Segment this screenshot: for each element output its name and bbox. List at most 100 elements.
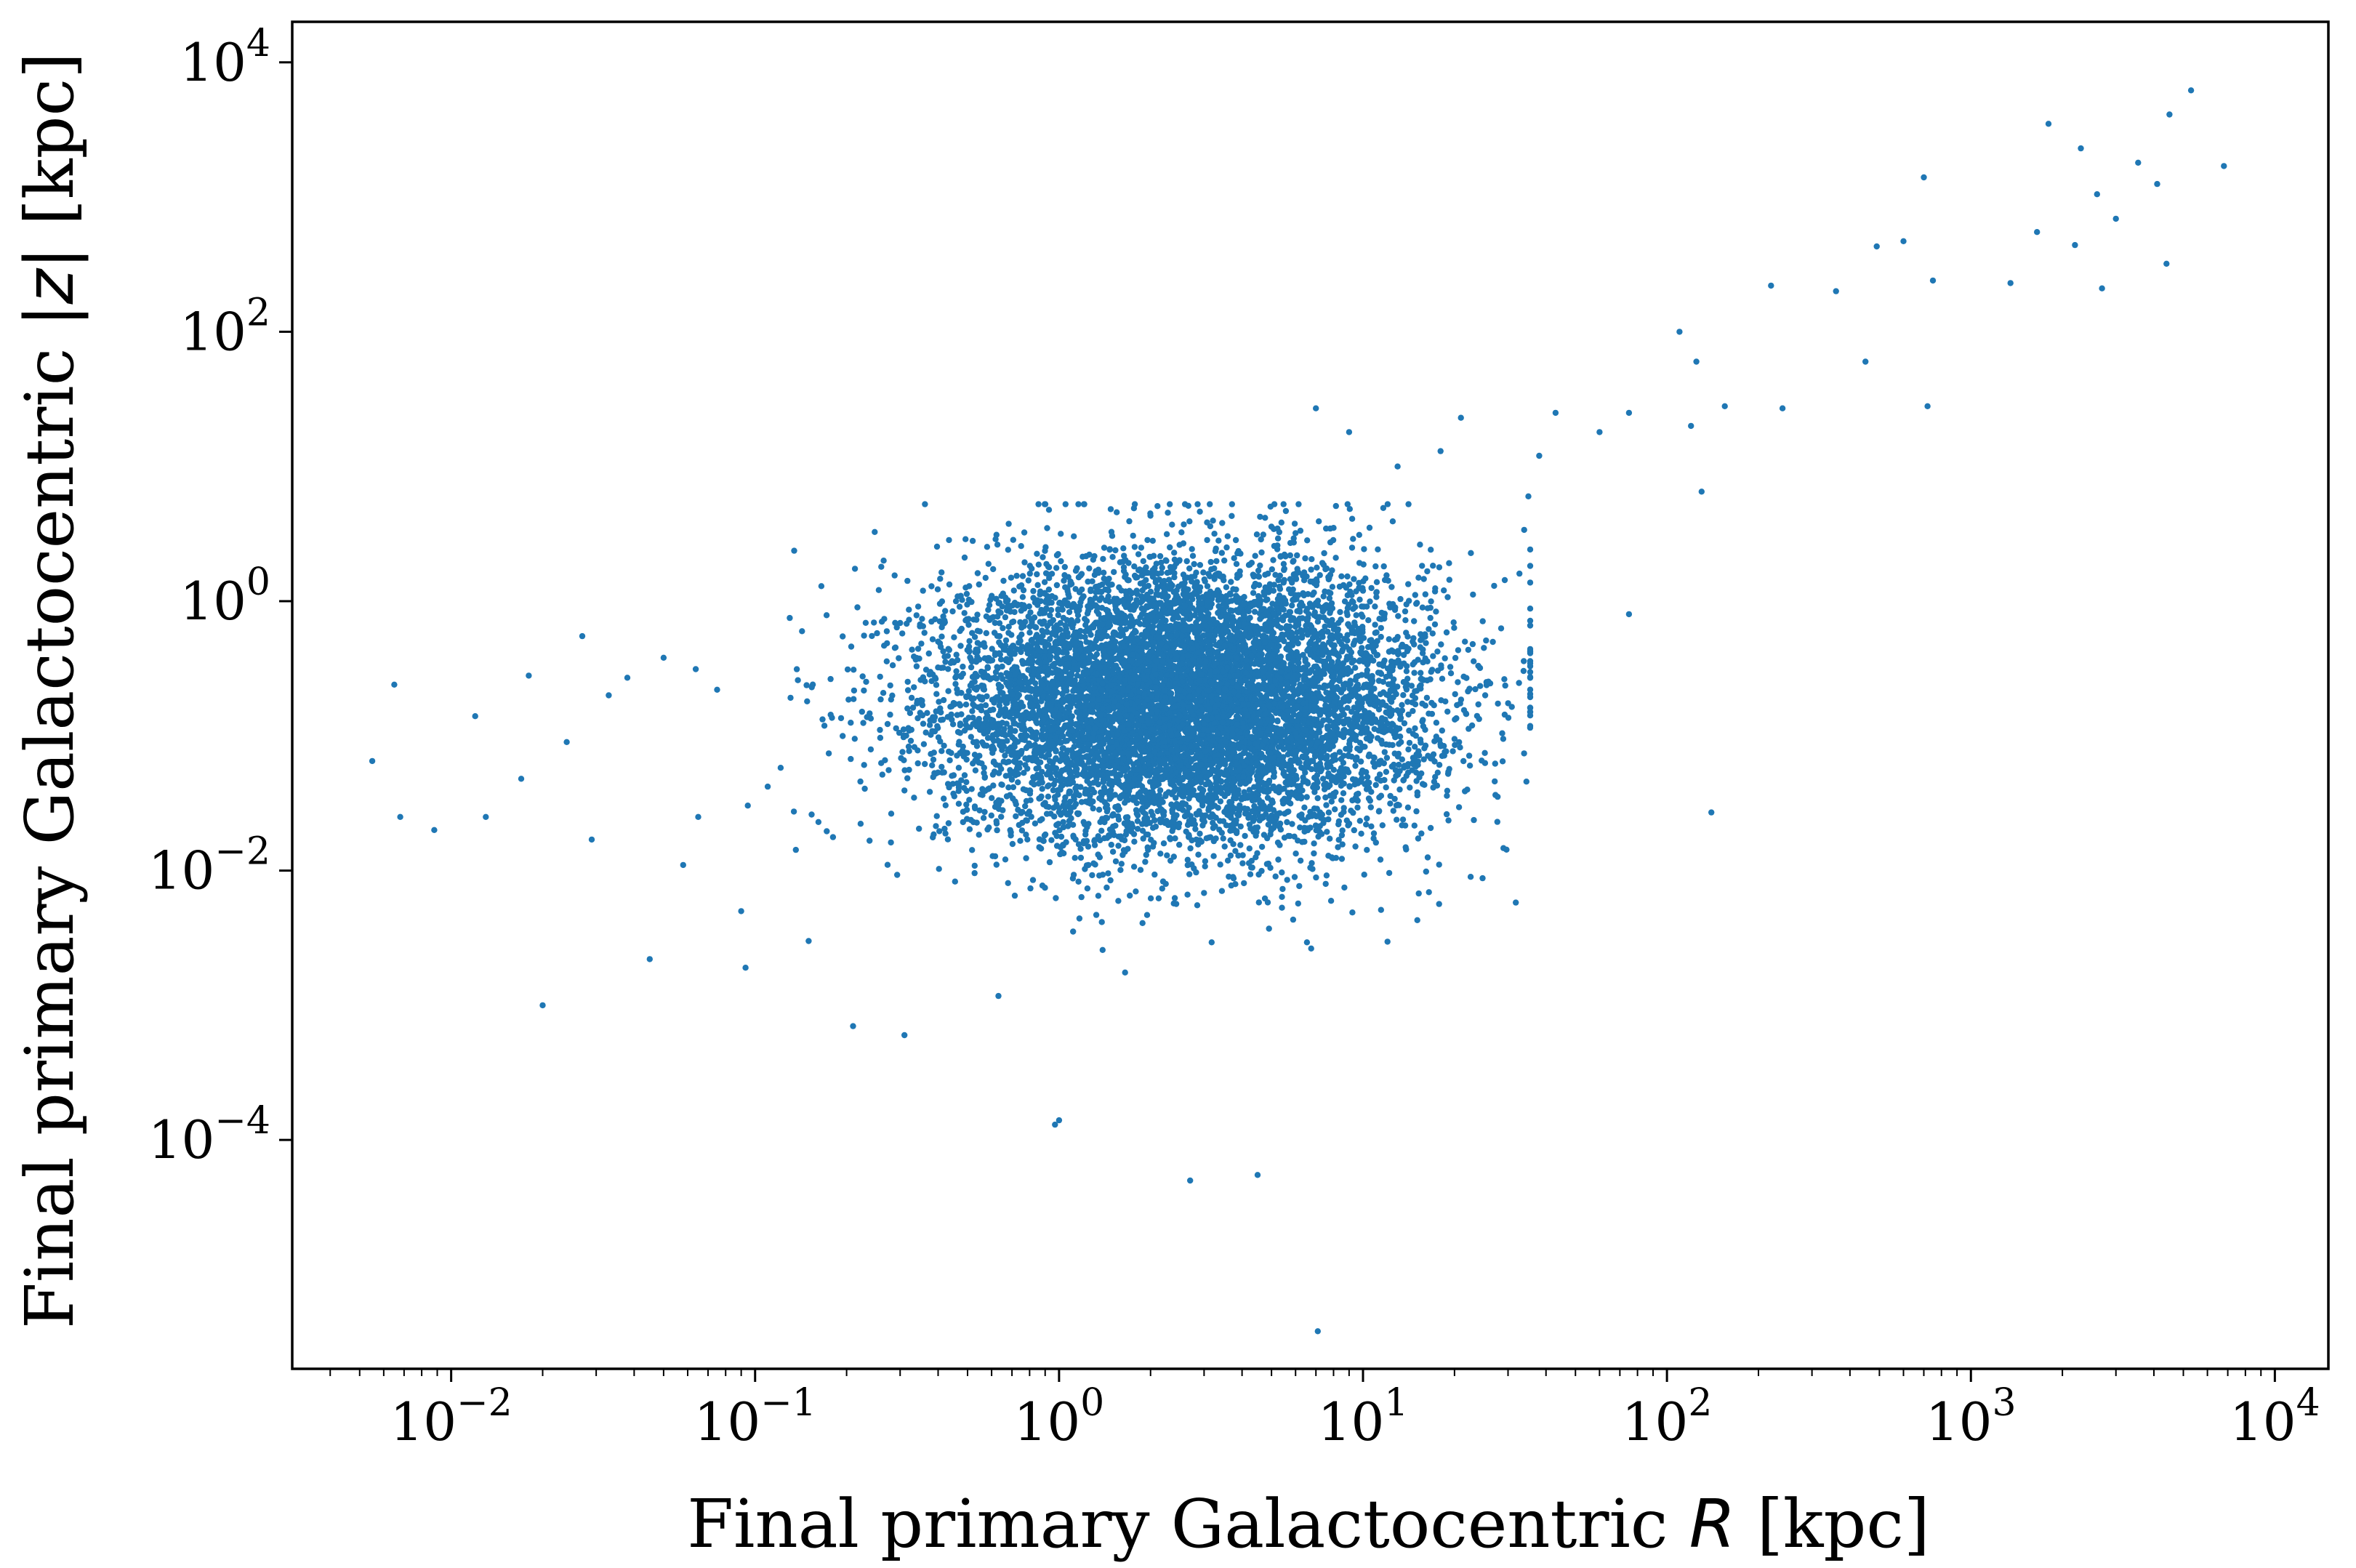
scatter-point — [1273, 709, 1279, 716]
scatter-point — [1402, 617, 1409, 624]
scatter-point — [1063, 839, 1069, 845]
scatter-point — [1396, 761, 1402, 768]
scatter-point — [1412, 695, 1419, 701]
scatter-point — [1290, 916, 1297, 923]
scatter-point — [1134, 818, 1141, 824]
scatter-point — [1368, 584, 1375, 592]
scatter-point — [1114, 813, 1122, 820]
scatter-point — [946, 536, 952, 544]
scatter-point — [1069, 713, 1076, 720]
scatter-point — [996, 620, 1003, 627]
scatter-point — [1202, 781, 1209, 788]
scatter-point — [884, 720, 891, 728]
scatter-point — [1163, 531, 1170, 537]
scatter-point — [997, 656, 1005, 663]
scatter-point — [1112, 822, 1119, 829]
scatter-point — [888, 811, 895, 817]
scatter-point — [1167, 857, 1174, 864]
scatter-point — [1476, 664, 1484, 672]
scatter-point — [945, 688, 952, 694]
scatter-point — [1253, 531, 1261, 538]
scatter-point — [1314, 564, 1320, 571]
scatter-point — [1221, 557, 1228, 564]
scatter-point — [1272, 571, 1279, 578]
scatter-point — [1019, 819, 1026, 827]
scatter-point — [1084, 610, 1091, 617]
scatter-point — [1338, 832, 1346, 839]
scatter-point — [1354, 804, 1361, 811]
scatter-point — [1239, 860, 1246, 867]
scatter-point — [968, 664, 975, 671]
scatter-point — [1421, 745, 1428, 752]
scatter-point — [1098, 827, 1105, 835]
scatter-point — [1410, 707, 1416, 715]
scatter-point — [1089, 872, 1095, 879]
scatter-point — [1103, 669, 1109, 676]
scatter-point — [933, 813, 940, 819]
scatter-point — [1356, 596, 1363, 603]
scatter-point — [1321, 550, 1327, 557]
scatter-point — [1292, 530, 1299, 536]
scatter-point — [1095, 851, 1101, 858]
scatter-point — [1258, 843, 1266, 851]
scatter-point — [1027, 885, 1034, 892]
scatter-point — [1011, 736, 1018, 743]
scatter-point — [1058, 833, 1065, 840]
scatter-point — [887, 711, 893, 718]
scatter-point — [1020, 660, 1026, 667]
scatter-point — [1527, 546, 1534, 553]
scatter-point — [981, 640, 987, 646]
scatter-point — [824, 828, 830, 835]
scatter-point — [1133, 888, 1139, 895]
scatter-point — [887, 682, 893, 689]
scatter-point — [900, 726, 907, 733]
scatter-point — [1284, 819, 1290, 826]
scatter-point — [959, 597, 965, 603]
scatter-point — [1024, 836, 1031, 843]
scatter-point — [1170, 853, 1178, 860]
scatter-point — [955, 765, 962, 771]
scatter-point — [1015, 779, 1021, 786]
scatter-point — [1358, 830, 1364, 837]
scatter-point — [1378, 792, 1385, 799]
scatter-point — [968, 733, 975, 740]
scatter-point — [897, 619, 904, 627]
scatter-point — [1208, 939, 1215, 946]
scatter-point — [967, 654, 973, 661]
scatter-point — [981, 808, 988, 816]
scatter-point — [928, 583, 935, 590]
scatter-point — [815, 819, 822, 826]
scatter-point — [993, 861, 1000, 868]
scatter-point — [1444, 594, 1451, 600]
scatter-point — [988, 812, 995, 819]
scatter-point — [1202, 863, 1208, 870]
scatter-point — [1174, 608, 1181, 614]
scatter-point — [1349, 909, 1356, 916]
scatter-point — [1207, 786, 1214, 793]
scatter-point — [933, 691, 940, 697]
scatter-point — [936, 828, 943, 835]
scatter-point — [1297, 824, 1303, 831]
scatter-point — [1466, 725, 1472, 732]
scatter-point — [1439, 727, 1446, 734]
scatter-point — [1411, 618, 1418, 624]
scatter-point — [1066, 608, 1073, 616]
scatter-point — [1403, 668, 1410, 675]
scatter-point — [1075, 841, 1082, 848]
scatter-point — [1527, 617, 1534, 624]
scatter-point — [1228, 579, 1234, 585]
scatter-point — [1089, 786, 1095, 793]
scatter-point — [1321, 786, 1328, 793]
scatter-point — [1211, 531, 1218, 537]
scatter-point — [963, 801, 970, 808]
scatter-point — [989, 646, 995, 652]
scatter-point — [1332, 752, 1338, 758]
scatter-point — [914, 747, 921, 754]
scatter-point — [1270, 557, 1276, 563]
scatter-point — [1323, 689, 1330, 696]
scatter-point — [1229, 501, 1236, 507]
scatter-point — [859, 708, 866, 715]
scatter-point — [879, 771, 886, 778]
scatter-point — [1242, 832, 1248, 840]
scatter-point — [1237, 842, 1244, 848]
